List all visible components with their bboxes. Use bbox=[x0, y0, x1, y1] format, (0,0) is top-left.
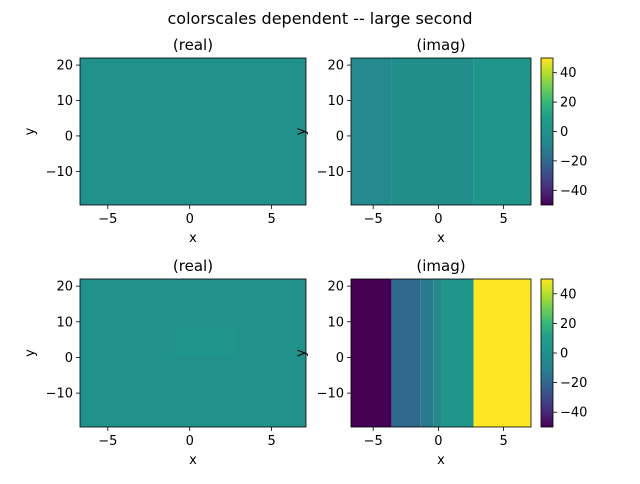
colorbar-tick-label: 20 bbox=[560, 317, 577, 332]
x-axis-label: x bbox=[437, 231, 445, 246]
axes-frame bbox=[79, 57, 307, 206]
heatmap-cell bbox=[420, 279, 434, 427]
colorbar-tick-label: 40 bbox=[560, 66, 577, 81]
y-tick-label: 20 bbox=[327, 59, 344, 74]
y-axis-label: y bbox=[294, 349, 309, 357]
heatmap-cell bbox=[391, 279, 421, 427]
colorbar-tick-label: −20 bbox=[560, 376, 587, 391]
heatmap-cell bbox=[163, 328, 177, 356]
y-tick-label: 10 bbox=[327, 315, 344, 330]
y-tick-label: −10 bbox=[46, 387, 73, 402]
heatmap-cell bbox=[80, 58, 306, 205]
y-tick-label: 10 bbox=[327, 94, 344, 109]
y-tick-label: 0 bbox=[65, 351, 73, 366]
x-tick-label: 0 bbox=[186, 212, 194, 227]
panel-2: −5 0 5 −10 0 10 20 x y (imag) −40 −20 0 20 40 bbox=[294, 36, 587, 246]
x-axis-label: x bbox=[189, 231, 197, 246]
y-tick-label: −10 bbox=[317, 165, 344, 180]
y-tick-label: 20 bbox=[56, 59, 73, 74]
x-tick-label: −5 bbox=[364, 434, 383, 449]
colorbar: −40 −20 0 20 40 bbox=[540, 278, 587, 428]
y-tick-label: 10 bbox=[56, 94, 73, 109]
panel-3: −5 0 5 −10 0 10 20 x y (real) bbox=[23, 257, 307, 468]
colorbar-tick-label: −20 bbox=[560, 154, 587, 169]
x-tick-label: −5 bbox=[98, 212, 117, 227]
y-tick-label: 0 bbox=[336, 129, 344, 144]
colorbar: −40 −20 0 20 40 bbox=[540, 57, 587, 206]
axes-frame bbox=[350, 278, 532, 428]
panel-title: (imag) bbox=[416, 36, 465, 54]
y-tick-label: −10 bbox=[317, 387, 344, 402]
panel-title: (imag) bbox=[416, 257, 465, 275]
x-tick-label: 0 bbox=[186, 434, 194, 449]
heatmap-cell bbox=[473, 58, 531, 205]
axes-frame bbox=[79, 278, 307, 428]
x-tick-label: 5 bbox=[267, 434, 275, 449]
y-tick-label: 20 bbox=[327, 280, 344, 295]
colorbar-gradient bbox=[540, 57, 554, 206]
y-axis-label: y bbox=[23, 349, 38, 357]
x-tick-label: 0 bbox=[434, 212, 442, 227]
y-tick-label: −10 bbox=[46, 165, 73, 180]
axes-frame bbox=[350, 57, 532, 206]
panel-1: −5 0 5 −10 0 10 20 x y (real) bbox=[23, 36, 307, 246]
x-tick-label: 5 bbox=[499, 434, 507, 449]
heatmap-cell bbox=[176, 328, 236, 356]
heatmap-cell bbox=[391, 58, 474, 205]
panels: −5 0 5 −10 0 10 20 x y (real) −5 0 5 −10 0 10 20 x y (imag)… bbox=[23, 36, 587, 468]
x-tick-label: 0 bbox=[434, 434, 442, 449]
colorbar-tick-label: 0 bbox=[560, 347, 568, 362]
colorbar-tick-label: 40 bbox=[560, 287, 577, 302]
y-tick-label: 20 bbox=[56, 280, 73, 295]
heatmap-cell bbox=[433, 279, 441, 427]
panel-title: (real) bbox=[173, 257, 213, 275]
x-tick-label: −5 bbox=[364, 212, 383, 227]
y-tick-label: 0 bbox=[336, 351, 344, 366]
colorbar-tick-label: 0 bbox=[560, 125, 568, 140]
panel-4: −5 0 5 −10 0 10 20 x y (imag) −40 −20 0 20 40 bbox=[294, 257, 587, 468]
panel-title: (real) bbox=[173, 36, 213, 54]
x-tick-label: 5 bbox=[267, 212, 275, 227]
x-axis-label: x bbox=[189, 453, 197, 468]
heatmap-cell bbox=[441, 279, 474, 427]
y-tick-label: 0 bbox=[65, 129, 73, 144]
colorbar-tick-label: −40 bbox=[560, 184, 587, 199]
x-tick-label: 5 bbox=[499, 212, 507, 227]
colorbar-tick-label: −40 bbox=[560, 406, 587, 421]
heatmap-cell bbox=[473, 279, 531, 427]
colorbar-gradient bbox=[540, 278, 554, 428]
y-axis-label: y bbox=[294, 127, 309, 135]
figure-title: colorscales dependent -- large second bbox=[167, 9, 472, 28]
x-tick-label: −5 bbox=[98, 434, 117, 449]
colorbar-tick-label: 20 bbox=[560, 96, 577, 111]
heatmap-cell bbox=[351, 279, 392, 427]
y-tick-label: 10 bbox=[56, 315, 73, 330]
heatmap-cell bbox=[351, 58, 392, 205]
x-axis-label: x bbox=[437, 453, 445, 468]
y-axis-label: y bbox=[23, 127, 38, 135]
